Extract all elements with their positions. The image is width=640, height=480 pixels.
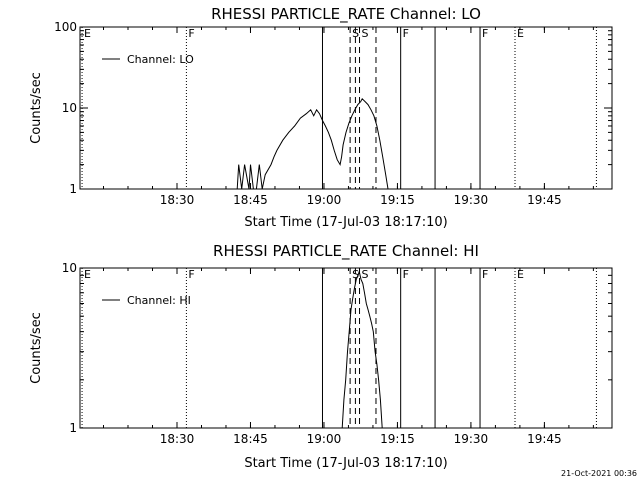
x-tick-label: 19:45: [527, 432, 562, 446]
x-tick-label: 19:15: [380, 193, 415, 207]
plot-timestamp: 21-Oct-2021 00:36: [561, 469, 637, 478]
chart-title: RHESSI PARTICLE_RATE Channel: LO: [211, 5, 481, 24]
x-tick-label: 19:45: [527, 193, 562, 207]
x-tick-label: 19:30: [454, 193, 489, 207]
x-tick-label: 19:00: [307, 432, 342, 446]
event-marker-label: S: [362, 27, 369, 40]
plot-frame: [79, 26, 613, 190]
y-tick-label: 10: [62, 261, 77, 275]
y-axis-label: Counts/sec: [29, 72, 44, 144]
x-tick-label: 19:00: [307, 193, 342, 207]
event-marker-label: F: [188, 27, 194, 40]
event-marker-label: E: [84, 27, 91, 40]
x-axis-label: Start Time (17-Jul-03 18:17:10): [244, 456, 447, 471]
event-marker-label: S: [352, 27, 359, 40]
event-marker-label: F: [188, 268, 194, 281]
x-tick-label: 18:45: [233, 193, 268, 207]
event-marker-label: E: [517, 268, 524, 281]
series-line: [341, 269, 383, 429]
x-tick-label: 19:15: [380, 432, 415, 446]
event-marker-label: S: [362, 268, 369, 281]
event-marker-label: F: [482, 27, 488, 40]
plot-frame: [79, 267, 613, 429]
x-tick-label: 18:30: [160, 432, 195, 446]
event-marker-label: F: [403, 268, 409, 281]
panel-hi-channel: RHESSI PARTICLE_RATE Channel: HI 18:30 18:…: [29, 242, 613, 471]
y-tick-label: 100: [54, 20, 77, 34]
x-tick-label: 19:30: [454, 432, 489, 446]
event-marker-label: E: [517, 27, 524, 40]
event-marker-label: E: [84, 268, 91, 281]
series-line: [236, 97, 389, 190]
event-marker-label: F: [482, 268, 488, 281]
x-tick-label: 18:45: [233, 432, 268, 446]
legend-entry: Channel: LO: [127, 53, 194, 66]
panel-lo-channel: RHESSI PARTICLE_RATE Channel: LO 18:30 18:…: [29, 5, 613, 230]
y-tick-label: 1: [69, 421, 77, 435]
event-marker-label: F: [403, 27, 409, 40]
chart-title: RHESSI PARTICLE_RATE Channel: HI: [213, 242, 479, 261]
event-marker-label: S: [352, 268, 359, 281]
y-tick-label: 10: [62, 101, 77, 115]
y-tick-label: 1: [69, 182, 77, 196]
y-axis-label: Counts/sec: [29, 312, 44, 384]
legend-entry: Channel: HI: [127, 294, 191, 307]
x-tick-label: 18:30: [160, 193, 195, 207]
x-axis-label: Start Time (17-Jul-03 18:17:10): [244, 215, 447, 230]
